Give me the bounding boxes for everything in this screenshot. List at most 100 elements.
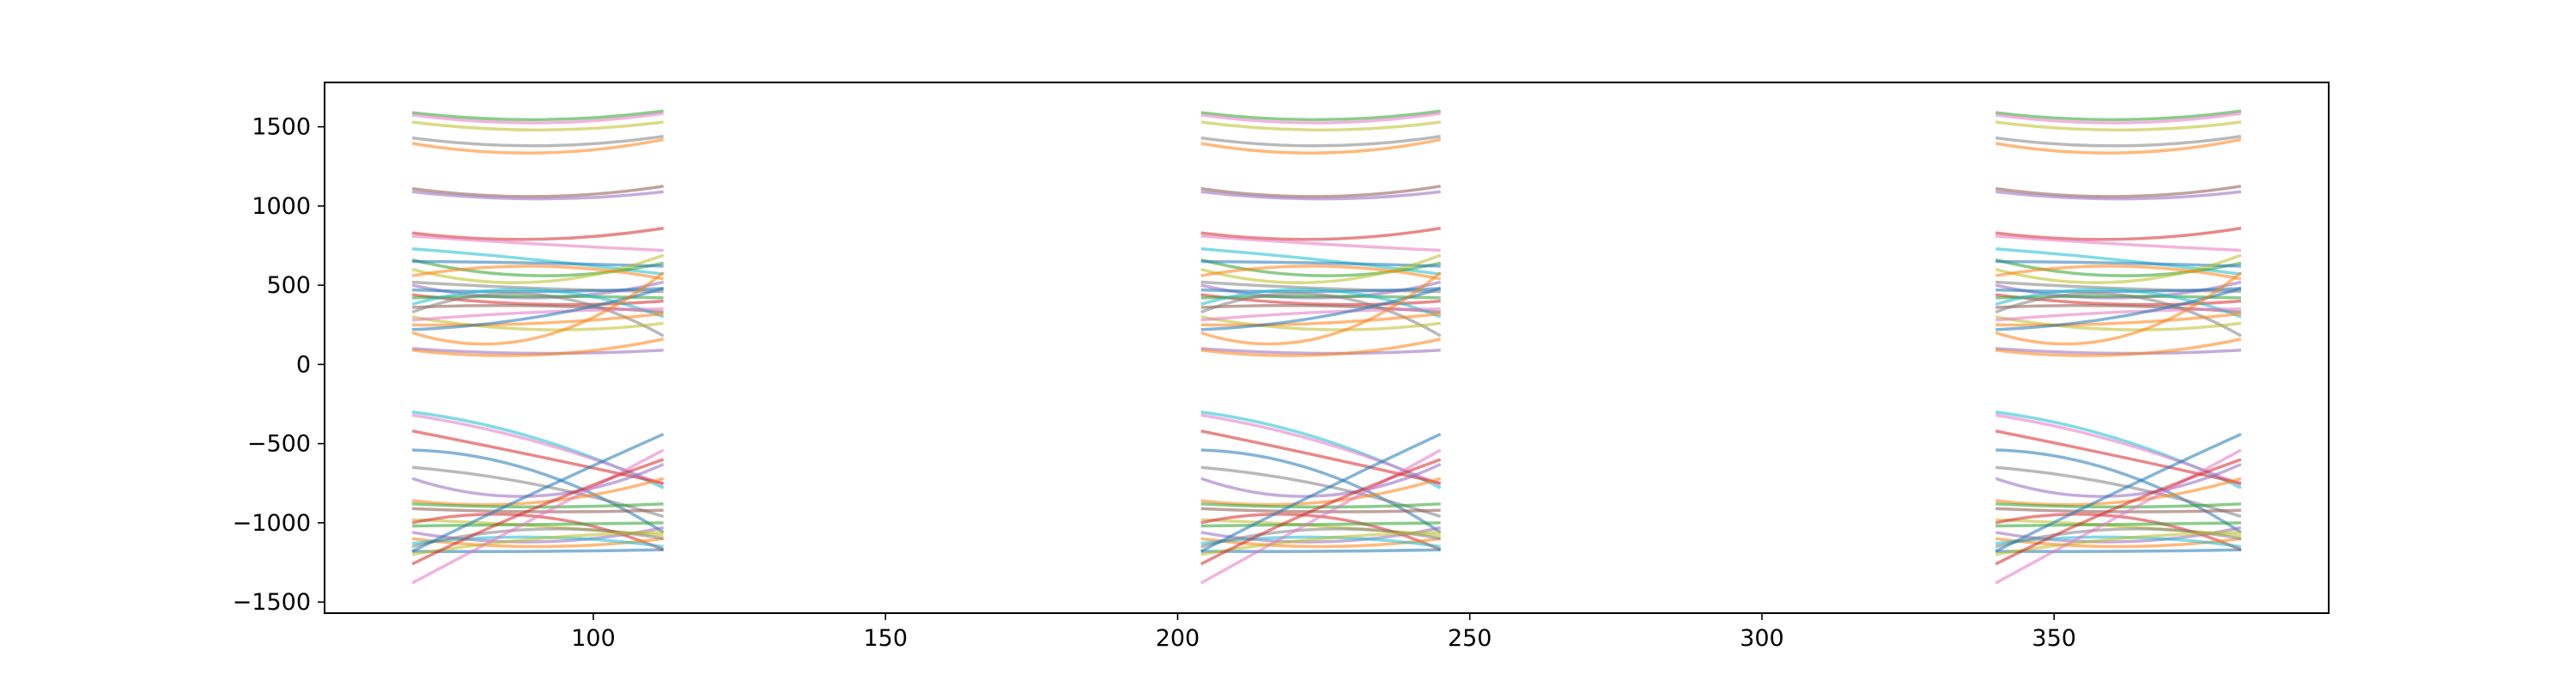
series-line: [1995, 258, 2242, 277]
series-line: [411, 315, 664, 331]
series-line: [411, 112, 664, 125]
series-line: [1200, 271, 1442, 346]
series-line: [1200, 477, 1442, 507]
series-line: [1200, 312, 1441, 327]
y-tick-label: −1500: [233, 589, 311, 616]
y-tick-label: 0: [296, 351, 311, 378]
series-line: [1995, 462, 2242, 498]
series-line: [411, 185, 664, 198]
series-line: [1200, 432, 1442, 553]
series-line: [1200, 288, 1442, 319]
series-line: [411, 137, 665, 155]
series-line: [1200, 465, 1442, 519]
series-line: [1200, 507, 1441, 514]
series-line: [411, 120, 664, 132]
plot-frame: [324, 82, 2330, 614]
series-line: [1995, 477, 2242, 507]
series-line: [1200, 226, 1441, 241]
series-line: [411, 465, 665, 519]
series-line: [411, 258, 665, 277]
series-line: [411, 477, 665, 507]
series-line: [1996, 312, 2242, 327]
x-tick-label: 150: [863, 625, 908, 652]
series-line: [411, 432, 665, 553]
y-axis: −1500 −1000 −500 0 500 1000 1500: [233, 114, 325, 616]
series-line: [1995, 120, 2242, 132]
series-line: [1995, 458, 2242, 566]
series-line: [1200, 109, 1441, 122]
series-line: [411, 253, 665, 284]
series-line: [1995, 109, 2242, 122]
series-line: [1200, 337, 1442, 357]
series-line: [1995, 137, 2242, 155]
x-tick-label: 250: [1448, 625, 1492, 652]
series-line: [1996, 521, 2241, 528]
series-line: [1200, 185, 1441, 198]
series-line: [1996, 234, 2242, 252]
series-line: [1200, 137, 1442, 155]
series-line: [1995, 448, 2242, 585]
series-line: [411, 234, 664, 252]
x-tick-label: 300: [1740, 625, 1784, 652]
series-line: [411, 458, 665, 566]
series-line: [1995, 264, 2242, 281]
series-line: [412, 548, 664, 554]
series-line: [1200, 448, 1442, 534]
series-line: [1995, 288, 2242, 319]
series-line: [411, 288, 665, 319]
series-line: [412, 287, 664, 294]
series-line: [1995, 315, 2242, 331]
series-line: [411, 292, 665, 337]
series-line: [1995, 190, 2242, 201]
series-line: [1995, 465, 2242, 519]
series-line: [412, 521, 664, 528]
series-line: [1995, 185, 2242, 198]
series-line: [1996, 448, 2242, 534]
series-line: [411, 271, 665, 346]
series-line: [1200, 548, 1441, 554]
series-line: [411, 337, 665, 357]
series-line: [1200, 292, 1442, 337]
series-line: [1200, 521, 1441, 528]
series-line: [1200, 315, 1441, 331]
series-line: [1995, 253, 2242, 284]
series-line: [1995, 271, 2243, 346]
series-line: [411, 190, 664, 201]
series-line: [1200, 190, 1441, 201]
series-line: [1200, 134, 1441, 148]
series-line: [411, 226, 664, 241]
series-line: [1200, 234, 1441, 252]
series-line: [1200, 287, 1441, 294]
series-line: [411, 448, 665, 585]
x-tick-label: 100: [571, 625, 616, 652]
series-line: [1995, 292, 2242, 337]
x-tick-label: 350: [2032, 625, 2076, 652]
series-line: [1200, 448, 1442, 585]
series-line: [1200, 120, 1441, 132]
series-line: [411, 507, 664, 514]
series-line: [1200, 112, 1441, 125]
x-axis: 100 150 200 250 300 350: [571, 613, 2076, 652]
x-tick-label: 200: [1156, 625, 1200, 652]
series-line: [1200, 458, 1442, 566]
series-line: [411, 264, 664, 281]
series-line: [1995, 112, 2242, 125]
series-line: [1996, 507, 2241, 514]
y-tick-label: 1500: [252, 114, 311, 141]
series-line: [1996, 548, 2241, 554]
y-tick-label: −1000: [233, 510, 311, 537]
series-line: [1995, 226, 2242, 241]
series-line: [1200, 347, 1441, 356]
series-line: [1995, 307, 2241, 322]
series-line: [1995, 432, 2242, 553]
series-line: [411, 134, 664, 148]
series-line: [412, 448, 665, 534]
series-line: [411, 307, 664, 322]
series-line: [1200, 253, 1442, 284]
series-line: [1996, 287, 2242, 294]
series-line: [1200, 264, 1442, 281]
series-line: [1200, 307, 1441, 322]
series-line: [1996, 347, 2242, 356]
series-line: [1995, 337, 2242, 357]
